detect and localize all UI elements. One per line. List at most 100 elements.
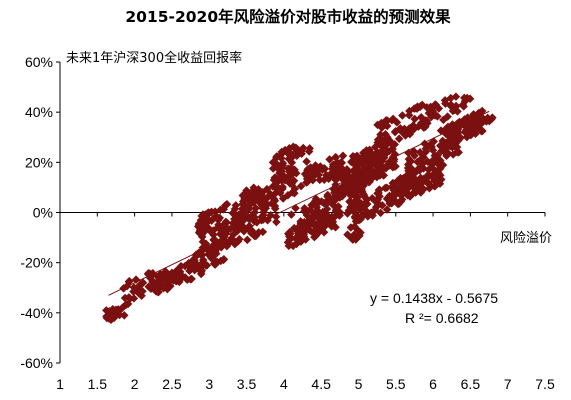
data-point: [293, 227, 303, 236]
data-point: [212, 212, 221, 221]
data-point: [272, 217, 281, 227]
data-point: [161, 267, 170, 276]
data-point: [371, 196, 380, 206]
data-point: [374, 185, 384, 195]
data-point: [153, 278, 163, 287]
data-point: [448, 106, 458, 116]
data-point: [341, 186, 350, 196]
data-point: [400, 124, 409, 134]
data-point: [270, 201, 280, 211]
x-tick-label: 6.5: [461, 376, 481, 392]
data-point: [364, 175, 373, 184]
data-point: [367, 160, 376, 169]
data-point: [338, 151, 348, 160]
data-point: [246, 227, 255, 236]
y-tick-label: -40%: [20, 305, 53, 321]
data-point: [228, 208, 237, 218]
data-point: [183, 275, 192, 284]
data-point: [302, 210, 312, 220]
data-point: [404, 110, 414, 120]
data-point: [363, 199, 372, 209]
data-point: [353, 201, 362, 211]
scatter-points: [102, 92, 497, 325]
data-point: [415, 166, 425, 175]
data-point: [446, 93, 456, 103]
data-point: [209, 259, 219, 268]
data-point: [278, 194, 288, 203]
data-point: [102, 312, 111, 321]
data-point: [216, 205, 225, 215]
data-point: [287, 153, 297, 162]
data-point: [143, 269, 153, 279]
data-point: [323, 218, 332, 228]
data-point: [262, 184, 272, 194]
data-point: [261, 203, 271, 213]
data-point: [251, 231, 261, 241]
data-point: [398, 111, 407, 120]
data-point: [164, 275, 173, 285]
data-point: [309, 214, 318, 223]
data-point: [357, 211, 367, 221]
data-point: [285, 229, 294, 239]
data-point: [131, 275, 141, 284]
data-point: [272, 178, 281, 188]
data-point: [361, 150, 370, 160]
data-point: [257, 212, 266, 222]
data-point: [428, 164, 438, 173]
data-point: [405, 156, 415, 165]
data-point: [422, 116, 432, 126]
data-point: [294, 146, 304, 155]
y-tick-label: -60%: [20, 355, 53, 371]
data-point: [305, 144, 314, 153]
data-point: [393, 176, 403, 185]
data-point: [263, 215, 272, 225]
y-tick-label: 60%: [25, 54, 53, 70]
data-point: [197, 266, 206, 275]
data-point: [397, 195, 407, 204]
data-point: [231, 201, 241, 210]
x-tick-label: 7: [504, 376, 512, 392]
data-point: [285, 143, 294, 153]
data-point: [416, 112, 426, 122]
data-point: [322, 170, 331, 180]
data-point: [382, 205, 392, 214]
data-point: [296, 181, 306, 191]
data-point: [268, 164, 278, 173]
data-point: [350, 181, 359, 190]
data-point: [196, 225, 205, 235]
data-point: [434, 104, 444, 113]
data-point: [338, 192, 347, 201]
data-point: [306, 226, 316, 236]
data-point: [361, 206, 371, 215]
data-point: [239, 215, 249, 224]
data-point: [316, 214, 326, 223]
data-point: [300, 204, 309, 213]
data-point: [280, 175, 290, 185]
data-point: [383, 160, 392, 170]
data-point: [115, 310, 124, 320]
data-point: [315, 175, 324, 185]
x-tick-label: 6: [429, 376, 437, 392]
data-point: [250, 190, 259, 199]
data-point: [277, 153, 286, 163]
x-tick-label: 1: [56, 376, 64, 392]
trendline: [108, 110, 490, 296]
data-point: [458, 100, 468, 110]
data-point: [373, 135, 383, 144]
data-point: [436, 171, 445, 180]
data-point: [387, 182, 397, 191]
data-point: [310, 167, 319, 176]
data-point: [435, 164, 445, 173]
data-point: [255, 197, 264, 206]
data-point: [220, 201, 230, 210]
data-point: [136, 280, 145, 289]
x-tick-label: 3.5: [237, 376, 257, 392]
x-tick-label: 4.5: [311, 376, 331, 392]
data-point: [292, 239, 301, 249]
data-point: [201, 210, 210, 219]
data-point: [302, 157, 311, 166]
data-point: [237, 204, 247, 213]
trendline-equation: y = 0.1438x - 0.5675: [370, 290, 498, 306]
x-tick-label: 5: [355, 376, 363, 392]
y-tick-label: -20%: [20, 255, 53, 271]
